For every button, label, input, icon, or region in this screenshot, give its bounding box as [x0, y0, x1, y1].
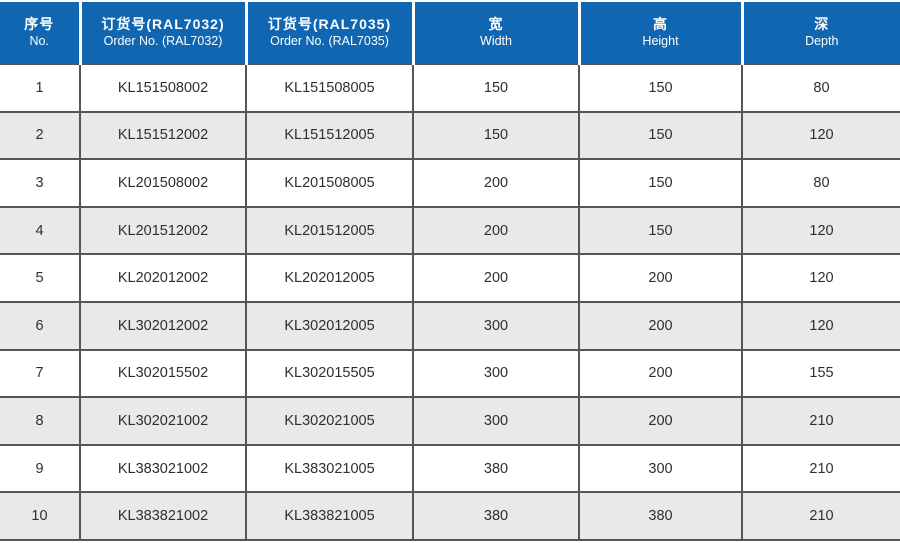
cell-depth: 120 [741, 111, 900, 161]
column-header-label-en: No. [29, 34, 49, 49]
column-header-order_ral7032: 订货号(RAL7032) Order No. (RAL7032) [78, 0, 246, 65]
cell-height: 150 [578, 64, 742, 113]
cell-order_ral7032: KL302015502 [79, 349, 246, 399]
column-header-depth: 深 Depth [740, 0, 900, 65]
cell-height: 300 [578, 444, 742, 494]
table-row: 5 KL202012002 KL202012005 200 200 120 [0, 254, 900, 303]
table-header: 序号 No. 订货号(RAL7032) Order No. (RAL7032) 订货号(… [0, 0, 900, 65]
column-header-no: 序号 No. [0, 0, 80, 65]
cell-height: 150 [578, 111, 742, 161]
cell-height: 200 [578, 349, 742, 399]
column-header-label-zh: 深 [814, 15, 830, 32]
cell-order_ral7035: KL151512005 [245, 111, 413, 161]
cell-no: 7 [0, 349, 80, 399]
cell-order_ral7035: KL383021005 [245, 444, 413, 494]
cell-no: 10 [0, 492, 80, 541]
cell-height: 200 [578, 397, 742, 446]
table-header-row: 序号 No. 订货号(RAL7032) Order No. (RAL7032) 订货号(… [0, 0, 900, 65]
column-header-label-zh: 订货号(RAL7035) [267, 15, 392, 32]
column-header-label-zh: 序号 [24, 15, 55, 32]
cell-no: 8 [0, 397, 80, 446]
cell-order_ral7032: KL383021002 [79, 444, 246, 494]
cell-order_ral7035: KL151508005 [245, 64, 413, 113]
cell-no: 1 [0, 64, 80, 113]
cell-depth: 210 [741, 444, 900, 494]
table-row: 9 KL383021002 KL383021005 380 300 210 [0, 444, 900, 494]
table-row: 3 KL201508002 KL201508005 200 150 80 [0, 159, 900, 208]
cell-depth: 80 [741, 64, 900, 113]
cell-depth: 210 [741, 397, 900, 446]
cell-order_ral7035: KL302015505 [245, 349, 413, 399]
column-header-label-zh: 订货号(RAL7032) [101, 15, 225, 32]
cell-width: 200 [412, 159, 579, 208]
cell-order_ral7032: KL383821002 [79, 492, 246, 541]
table-row: 8 KL302021002 KL302021005 300 200 210 [0, 397, 900, 446]
cell-width: 150 [412, 64, 579, 113]
cell-no: 9 [0, 444, 80, 494]
column-header-label-zh: 高 [653, 15, 668, 32]
table-row: 2 KL151512002 KL151512005 150 150 120 [0, 111, 900, 161]
table-body: 1 KL151508002 KL151508005 150 150 80 2 KL151512… [0, 64, 900, 541]
cell-order_ral7032: KL151508002 [79, 64, 246, 113]
cell-order_ral7032: KL302021002 [79, 397, 246, 446]
cell-depth: 120 [741, 206, 900, 256]
cell-depth: 80 [741, 159, 900, 208]
cell-order_ral7035: KL302012005 [245, 301, 413, 351]
cell-no: 2 [0, 111, 80, 161]
cell-order_ral7032: KL201512002 [79, 206, 246, 256]
cell-height: 150 [578, 159, 742, 208]
table-row: 6 KL302012002 KL302012005 300 200 120 [0, 301, 900, 351]
cell-width: 300 [412, 301, 579, 351]
cell-depth: 120 [741, 301, 900, 351]
column-header-label-en: Height [642, 34, 679, 49]
cell-order_ral7035: KL201512005 [245, 206, 413, 256]
cell-order_ral7032: KL202012002 [79, 254, 246, 303]
cell-width: 300 [412, 397, 579, 446]
cell-depth: 155 [741, 349, 900, 399]
cell-width: 300 [412, 349, 579, 399]
cell-no: 6 [0, 301, 80, 351]
cell-depth: 210 [741, 492, 900, 541]
column-header-label-zh: 宽 [488, 15, 504, 32]
cell-width: 380 [412, 492, 579, 541]
cell-order_ral7035: KL383821005 [245, 492, 413, 541]
column-header-order_ral7035: 订货号(RAL7035) Order No. (RAL7035) [244, 0, 413, 65]
cell-height: 200 [578, 254, 742, 303]
cell-width: 200 [412, 254, 579, 303]
cell-order_ral7032: KL201508002 [79, 159, 246, 208]
cell-height: 200 [578, 301, 742, 351]
cell-no: 4 [0, 206, 80, 256]
table-row: 10 KL383821002 KL383821005 380 380 210 [0, 492, 900, 541]
column-header-width: 宽 Width [411, 0, 579, 65]
column-header-label-en: Order No. (RAL7035) [270, 34, 389, 49]
cell-depth: 120 [741, 254, 900, 303]
column-header-label-en: Depth [805, 34, 839, 49]
cell-width: 380 [412, 444, 579, 494]
cell-height: 380 [578, 492, 742, 541]
column-header-label-en: Order No. (RAL7032) [103, 34, 223, 49]
column-header-label-en: Width [480, 34, 512, 49]
cell-order_ral7035: KL302021005 [245, 397, 413, 446]
cell-width: 150 [412, 111, 579, 161]
cell-no: 5 [0, 254, 80, 303]
cell-order_ral7035: KL201508005 [245, 159, 413, 208]
table-row: 4 KL201512002 KL201512005 200 150 120 [0, 206, 900, 256]
cell-order_ral7032: KL302012002 [79, 301, 246, 351]
table-row: 7 KL302015502 KL302015505 300 200 155 [0, 349, 900, 399]
cell-width: 200 [412, 206, 579, 256]
table-row: 1 KL151508002 KL151508005 150 150 80 [0, 64, 900, 113]
cell-height: 150 [578, 206, 742, 256]
cell-order_ral7032: KL151512002 [79, 111, 246, 161]
cell-no: 3 [0, 159, 80, 208]
cell-order_ral7035: KL202012005 [245, 254, 413, 303]
column-header-height: 高 Height [577, 0, 742, 65]
